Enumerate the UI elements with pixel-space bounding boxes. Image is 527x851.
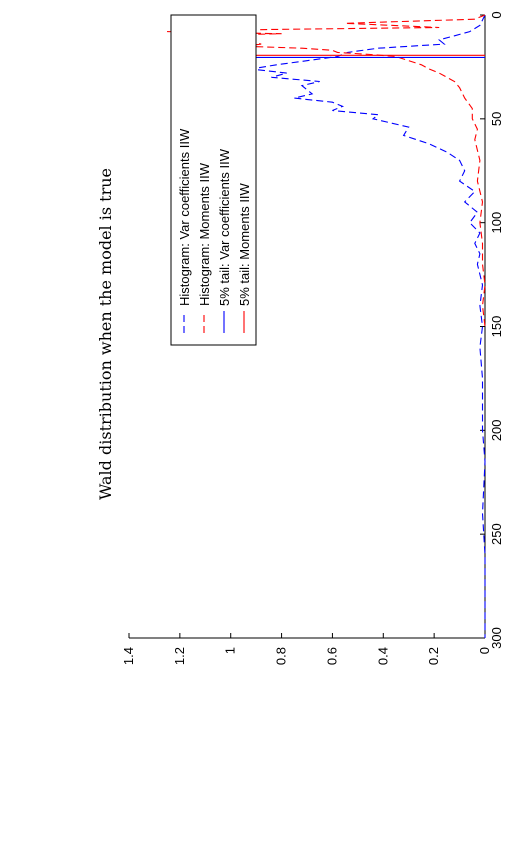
legend-label: Histogram: Moments IIW bbox=[197, 162, 212, 306]
x-tick-label: 100 bbox=[489, 212, 504, 234]
y-tick-label: 0.8 bbox=[274, 647, 289, 665]
chart-title: Wald distribution when the model is true bbox=[96, 168, 115, 500]
y-tick-label: 1 bbox=[223, 647, 238, 654]
series-line-1 bbox=[251, 14, 486, 638]
legend-label: 5% tail: Var coefficients IIW bbox=[217, 148, 232, 306]
y-tick-label: 0 bbox=[477, 647, 492, 654]
x-tick-label: 50 bbox=[489, 112, 504, 126]
x-tick-label: 0 bbox=[489, 11, 504, 18]
legend-box bbox=[170, 14, 257, 346]
x-tick-label: 300 bbox=[489, 627, 504, 649]
y-tick-label: 0.4 bbox=[375, 647, 390, 665]
legend: Histogram: Var coefficients IIW Histogram… bbox=[170, 14, 257, 346]
x-tick-label: 150 bbox=[489, 316, 504, 338]
y-tick-label: 0.6 bbox=[324, 647, 339, 665]
x-tick-label: 250 bbox=[489, 523, 504, 545]
y-tick-label: 1.4 bbox=[121, 647, 136, 665]
legend-label: Histogram: Var coefficients IIW bbox=[177, 128, 192, 306]
y-tick-label: 1.2 bbox=[172, 647, 187, 665]
tick-marks: 0 0.2 0.4 0.6 0.8 1 1.2 1.4 0 50 100 150 200 250 300 bbox=[121, 11, 504, 665]
legend-label: 5% tail: Moments IIW bbox=[237, 182, 252, 306]
y-tick-label: 0.2 bbox=[426, 647, 441, 665]
x-tick-label: 200 bbox=[489, 419, 504, 441]
